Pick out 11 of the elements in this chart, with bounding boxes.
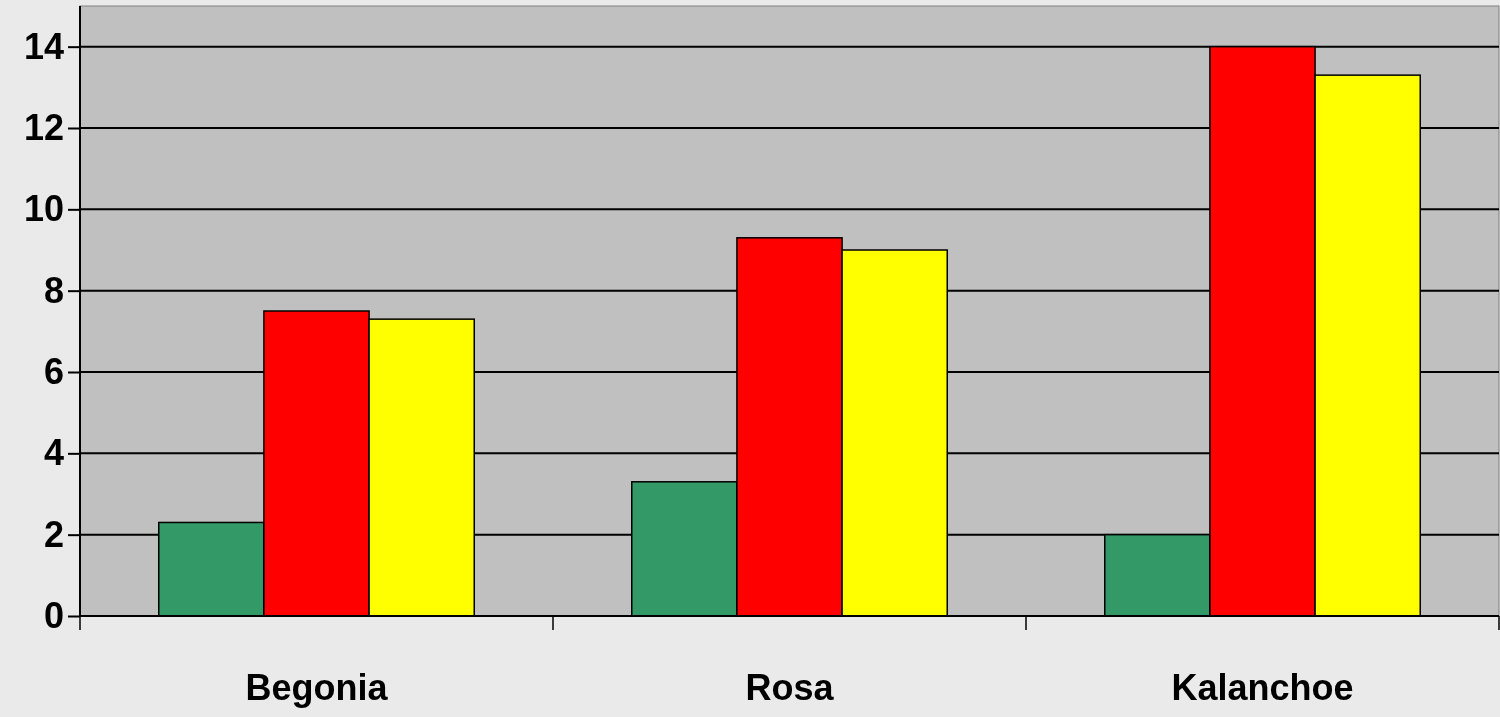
y-tick-label: 10 [23,188,64,230]
y-tick-label: 6 [43,351,64,393]
y-tick-label: 4 [43,432,64,474]
y-tick-label: 2 [43,513,64,555]
y-tick-label: 12 [23,107,64,149]
y-tick-label: 14 [23,25,64,67]
x-tick-label: Rosa [745,666,835,708]
y-tick-label: 8 [43,269,64,311]
x-tick-label: Begonia [245,666,389,708]
x-tick-label: Kalanchoe [1171,666,1354,708]
y-tick-label: 0 [43,595,64,637]
